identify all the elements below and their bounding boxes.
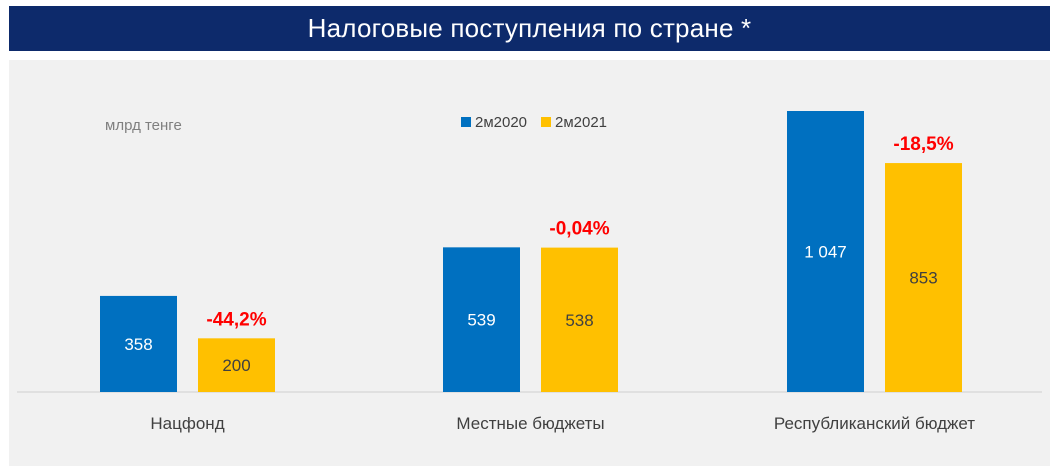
bar-chart: млрд тенге 2м2020 2м2021 358 200 -44,2% Нацфон… xyxy=(17,111,1042,433)
chart-title-bar: Налоговые поступления по стране * xyxy=(9,6,1050,51)
category-label-3: Республиканский бюджет xyxy=(774,414,975,433)
change-label-3: -18,5% xyxy=(893,134,953,155)
bar-2м2020-1 xyxy=(100,295,177,392)
unit-label: млрд тенге xyxy=(105,117,182,134)
data-label-2м2020-2: 539 xyxy=(467,311,495,330)
bar-2м2020-3 xyxy=(787,111,864,392)
bar-2м2021-3 xyxy=(885,163,962,392)
category-label-2: Местные бюджеты xyxy=(456,414,604,433)
chart-title: Налоговые поступления по стране * xyxy=(307,13,752,43)
legend-label-2м2020: 2м2020 xyxy=(475,114,527,131)
data-label-2м2021-2: 538 xyxy=(565,311,593,330)
data-label-2м2021-1: 200 xyxy=(222,356,250,375)
legend-swatch-2м2021 xyxy=(541,117,551,127)
change-label-1: -44,2% xyxy=(206,309,266,330)
bar-2м2020-2 xyxy=(443,247,520,392)
bar-2м2021-1 xyxy=(198,338,275,392)
legend-swatch-2м2020 xyxy=(461,117,471,127)
legend-label-2м2021: 2м2021 xyxy=(555,114,607,131)
chart-panel: млрд тенге 2м2020 2м2021 358 200 -44,2% Нацфон… xyxy=(9,60,1050,466)
bar-2м2021-2 xyxy=(541,247,618,392)
category-label-1: Нацфонд xyxy=(150,414,224,433)
data-label-2м2020-1: 358 xyxy=(124,335,152,354)
change-label-2: -0,04% xyxy=(549,219,609,240)
data-label-2м2021-3: 853 xyxy=(909,269,937,288)
data-label-2м2020-3: 1 047 xyxy=(804,243,847,262)
